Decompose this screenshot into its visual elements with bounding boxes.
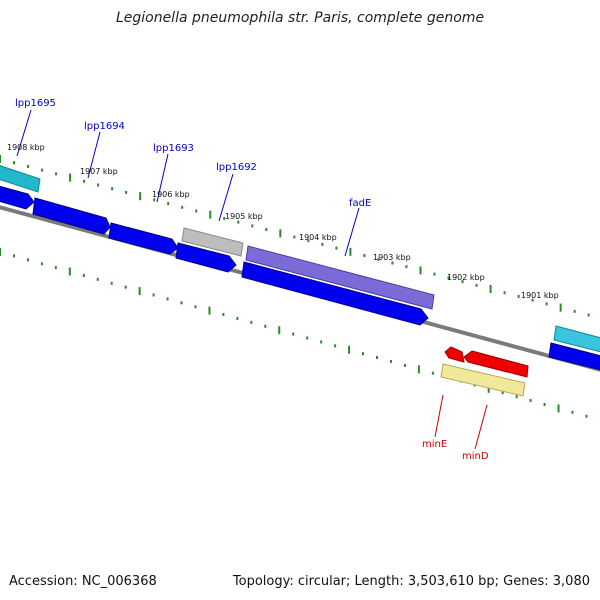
- gene-label-lpp1692[interactable]: lpp1692: [216, 162, 257, 173]
- cds-6-feature[interactable]: [548, 342, 600, 371]
- scale-label: 1902 kbp: [447, 273, 485, 282]
- yellow-feature[interactable]: [440, 363, 526, 397]
- gene-fadE-feature[interactable]: [245, 245, 435, 310]
- scale-label: 1907 kbp: [80, 167, 118, 176]
- label-leaders: [16, 109, 488, 450]
- gene-label-fadE[interactable]: fadE: [349, 198, 371, 209]
- gene-minD-feature[interactable]: [463, 350, 529, 378]
- outer-tick-track: [0, 155, 590, 317]
- scale-label: 1905 kbp: [225, 212, 263, 221]
- gene-label-lpp1694[interactable]: lpp1694: [84, 121, 125, 132]
- scale-label: 1904 kbp: [299, 233, 337, 242]
- topology-summary-text: Topology: circular; Length: 3,503,610 bp…: [232, 574, 590, 589]
- gene-labels: lpp1695 lpp1694 lpp1693 lpp1692 fadE min…: [15, 98, 489, 462]
- accession-text: Accession: NC_006368: [9, 574, 157, 589]
- map-title: Legionella pneumophila str. Paris, compl…: [115, 10, 485, 26]
- cds-4-feature[interactable]: [175, 242, 237, 273]
- gene-label-lpp1693[interactable]: lpp1693: [153, 143, 194, 154]
- gene-lpp1695-feature[interactable]: [0, 164, 41, 193]
- scale-labels: 1908 kbp 1907 kbp 1906 kbp 1905 kbp 1904…: [7, 143, 559, 300]
- gene-cyan-right-feature[interactable]: [553, 325, 600, 353]
- cds-5-feature[interactable]: [241, 261, 429, 326]
- gene-label-minE[interactable]: minE: [422, 439, 447, 450]
- gene-minE-feature[interactable]: [444, 346, 465, 363]
- scale-label: 1906 kbp: [152, 190, 190, 199]
- inner-tick-track: [0, 248, 588, 418]
- scale-label: 1908 kbp: [7, 143, 45, 152]
- gene-label-lpp1695[interactable]: lpp1695: [15, 98, 56, 109]
- scale-label: 1901 kbp: [521, 291, 559, 300]
- cds-2-feature[interactable]: [32, 197, 111, 235]
- scale-label: 1903 kbp: [373, 253, 411, 262]
- gene-lpp1692-feature[interactable]: [181, 227, 244, 257]
- gene-label-minD[interactable]: minD: [462, 451, 489, 462]
- cds-1-feature[interactable]: [0, 185, 35, 210]
- cds-3-feature[interactable]: [108, 222, 179, 255]
